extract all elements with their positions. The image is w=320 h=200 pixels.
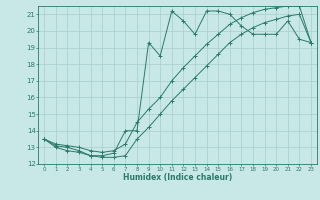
X-axis label: Humidex (Indice chaleur): Humidex (Indice chaleur) xyxy=(123,173,232,182)
